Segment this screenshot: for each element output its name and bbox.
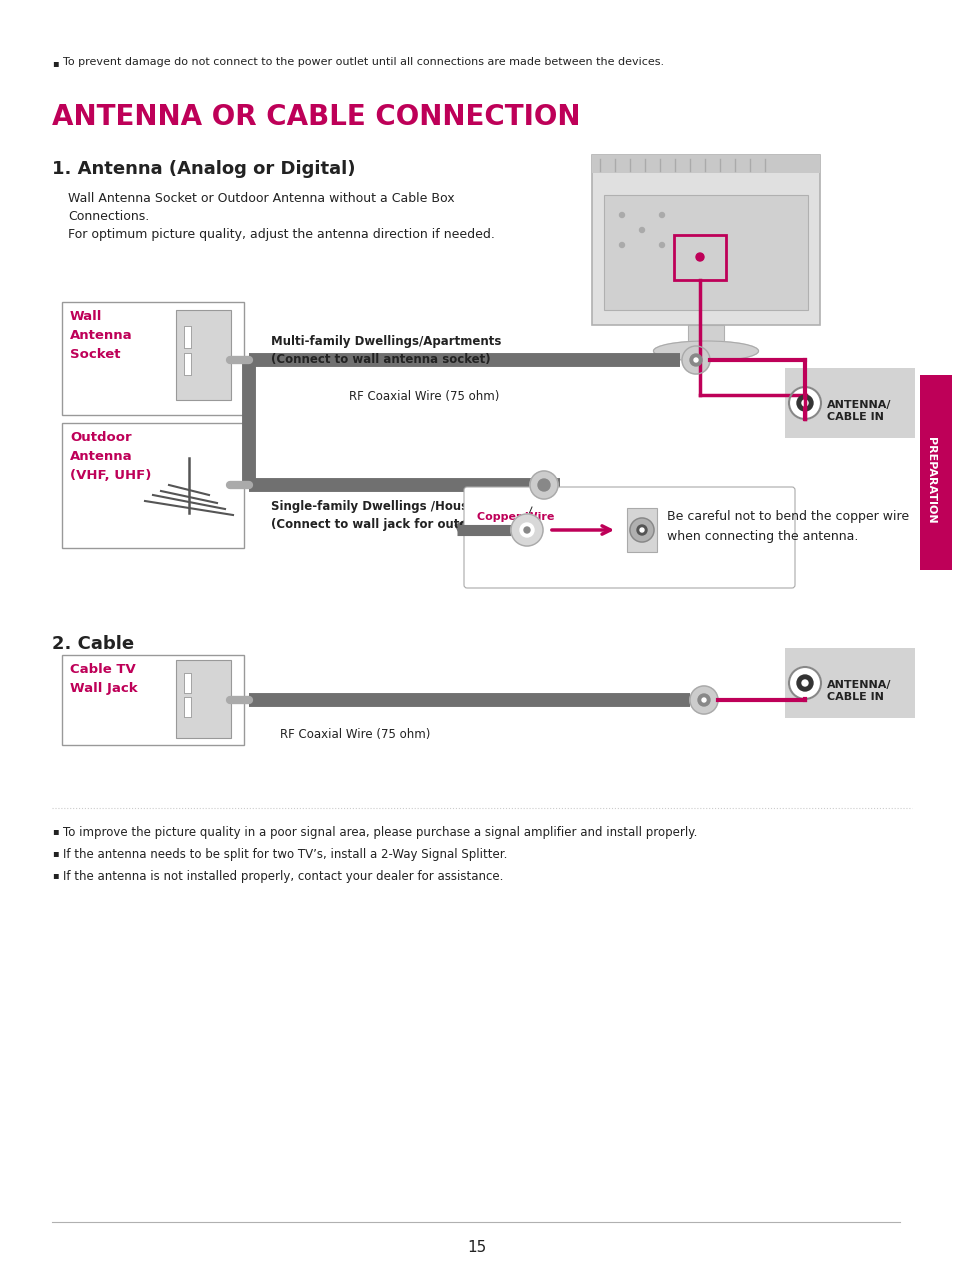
Circle shape — [689, 686, 718, 714]
FancyBboxPatch shape — [62, 655, 244, 745]
FancyBboxPatch shape — [784, 368, 914, 438]
Text: ▪: ▪ — [52, 848, 58, 859]
Circle shape — [693, 357, 698, 363]
Text: 2. Cable: 2. Cable — [52, 635, 134, 653]
Circle shape — [639, 228, 644, 233]
Circle shape — [519, 523, 534, 537]
FancyBboxPatch shape — [603, 195, 807, 310]
Text: Wall Antenna Socket or Outdoor Antenna without a Cable Box
Connections.: Wall Antenna Socket or Outdoor Antenna w… — [68, 192, 455, 223]
FancyBboxPatch shape — [784, 647, 914, 717]
FancyBboxPatch shape — [175, 310, 231, 399]
Circle shape — [537, 480, 550, 491]
Text: If the antenna is not installed properly, contact your dealer for assistance.: If the antenna is not installed properly… — [63, 870, 503, 883]
Text: Cable TV
Wall Jack: Cable TV Wall Jack — [70, 663, 137, 695]
Ellipse shape — [653, 341, 758, 361]
Text: ▪: ▪ — [52, 870, 58, 880]
Text: If the antenna needs to be split for two TV’s, install a 2-Way Signal Splitter.: If the antenna needs to be split for two… — [63, 848, 507, 861]
Text: ANTENNA OR CABLE CONNECTION: ANTENNA OR CABLE CONNECTION — [52, 103, 579, 131]
FancyBboxPatch shape — [62, 301, 244, 415]
FancyBboxPatch shape — [592, 155, 820, 173]
Circle shape — [788, 667, 821, 700]
Circle shape — [796, 396, 812, 411]
Circle shape — [701, 698, 705, 702]
FancyBboxPatch shape — [626, 508, 657, 552]
Circle shape — [511, 514, 542, 546]
Text: ▪: ▪ — [52, 826, 58, 836]
Text: PREPARATION: PREPARATION — [925, 436, 935, 523]
Text: RF Coaxial Wire (75 ohm): RF Coaxial Wire (75 ohm) — [349, 391, 498, 403]
Circle shape — [796, 675, 812, 691]
Circle shape — [618, 212, 624, 218]
Circle shape — [801, 399, 807, 406]
Circle shape — [530, 471, 558, 499]
FancyBboxPatch shape — [62, 424, 244, 548]
Circle shape — [659, 212, 664, 218]
FancyBboxPatch shape — [463, 487, 794, 588]
Circle shape — [639, 528, 643, 532]
Text: Single-family Dwellings /Houses
(Connect to wall jack for outdoor antenna): Single-family Dwellings /Houses (Connect… — [271, 500, 554, 530]
Text: For optimum picture quality, adjust the antenna direction if needed.: For optimum picture quality, adjust the … — [68, 228, 495, 240]
FancyBboxPatch shape — [175, 660, 231, 738]
Text: ANTENNA/
CABLE IN: ANTENNA/ CABLE IN — [826, 399, 890, 422]
Text: ANTENNA/
CABLE IN: ANTENNA/ CABLE IN — [826, 679, 890, 702]
Text: 15: 15 — [467, 1240, 486, 1255]
FancyBboxPatch shape — [184, 697, 191, 717]
Text: Wall
Antenna
Socket: Wall Antenna Socket — [70, 310, 132, 361]
Circle shape — [689, 354, 701, 366]
Circle shape — [801, 681, 807, 686]
Text: Multi-family Dwellings/Apartments
(Connect to wall antenna socket): Multi-family Dwellings/Apartments (Conne… — [271, 335, 501, 366]
FancyBboxPatch shape — [184, 354, 191, 375]
Circle shape — [681, 346, 709, 374]
Circle shape — [629, 518, 654, 542]
FancyBboxPatch shape — [184, 326, 191, 349]
Text: Outdoor
Antenna
(VHF, UHF): Outdoor Antenna (VHF, UHF) — [70, 431, 152, 482]
Text: To improve the picture quality in a poor signal area, please purchase a signal a: To improve the picture quality in a poor… — [63, 826, 697, 840]
Text: To prevent damage do not connect to the power outlet until all connections are m: To prevent damage do not connect to the … — [63, 57, 663, 67]
Text: RF Coaxial Wire (75 ohm): RF Coaxial Wire (75 ohm) — [280, 728, 430, 742]
FancyBboxPatch shape — [687, 326, 723, 345]
Circle shape — [698, 695, 709, 706]
Text: Copper Wire: Copper Wire — [476, 513, 554, 522]
FancyBboxPatch shape — [592, 155, 820, 326]
Circle shape — [637, 525, 646, 536]
Circle shape — [523, 527, 530, 533]
Circle shape — [659, 243, 664, 248]
Text: ▪: ▪ — [52, 59, 58, 67]
Text: 1. Antenna (Analog or Digital): 1. Antenna (Analog or Digital) — [52, 160, 355, 178]
FancyBboxPatch shape — [184, 673, 191, 693]
Circle shape — [618, 243, 624, 248]
Circle shape — [696, 253, 703, 261]
FancyBboxPatch shape — [919, 375, 951, 570]
Circle shape — [788, 387, 821, 418]
Text: Be careful not to bend the copper wire
when connecting the antenna.: Be careful not to bend the copper wire w… — [666, 510, 908, 543]
